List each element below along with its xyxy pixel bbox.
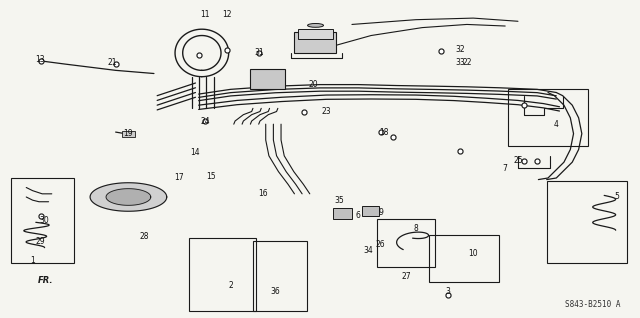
Bar [508, 89, 588, 146]
Text: 9: 9 [378, 208, 383, 217]
Bar [250, 69, 285, 89]
Text: 33: 33 [456, 58, 465, 67]
Bar [378, 219, 435, 267]
Text: 6: 6 [356, 211, 361, 220]
Text: 20: 20 [309, 80, 319, 89]
Text: 35: 35 [334, 196, 344, 205]
Text: 11: 11 [200, 10, 210, 19]
Bar [333, 208, 352, 219]
Ellipse shape [308, 24, 323, 27]
Text: 15: 15 [207, 172, 216, 181]
Text: 29: 29 [35, 237, 45, 246]
Text: 14: 14 [191, 148, 200, 157]
Text: 5: 5 [614, 192, 620, 202]
Bar [298, 29, 333, 39]
Text: 36: 36 [271, 287, 280, 296]
Polygon shape [106, 189, 151, 205]
Text: 28: 28 [140, 232, 149, 241]
Text: 10: 10 [468, 250, 478, 259]
Text: 31: 31 [255, 48, 264, 58]
Text: 19: 19 [124, 129, 133, 138]
Text: 24: 24 [200, 116, 210, 126]
Text: 13: 13 [35, 55, 45, 64]
Text: 4: 4 [554, 120, 559, 129]
Text: 23: 23 [321, 107, 331, 116]
Bar [547, 181, 627, 264]
Bar [429, 235, 499, 282]
Text: 32: 32 [456, 45, 465, 54]
Text: FR.: FR. [38, 276, 53, 285]
Text: 22: 22 [462, 58, 472, 67]
Text: 18: 18 [379, 128, 388, 137]
Bar [189, 238, 256, 311]
Polygon shape [90, 183, 167, 211]
Text: S843-B2510 A: S843-B2510 A [564, 301, 620, 309]
Bar [362, 206, 380, 216]
Text: 34: 34 [363, 246, 372, 255]
Bar [294, 32, 336, 53]
Bar [11, 178, 74, 264]
Text: 21: 21 [108, 58, 117, 67]
Text: 30: 30 [39, 216, 49, 225]
Bar [253, 241, 307, 311]
Text: 7: 7 [503, 164, 508, 173]
Text: 12: 12 [223, 10, 232, 19]
Text: 2: 2 [228, 281, 233, 290]
Text: 17: 17 [175, 174, 184, 183]
Text: 3: 3 [445, 287, 450, 296]
Text: 25: 25 [513, 156, 523, 165]
Text: 8: 8 [413, 224, 418, 233]
Text: 27: 27 [401, 272, 411, 281]
Text: 16: 16 [258, 189, 268, 198]
Text: 1: 1 [30, 256, 35, 265]
Text: 26: 26 [376, 240, 385, 249]
Bar [122, 130, 135, 137]
